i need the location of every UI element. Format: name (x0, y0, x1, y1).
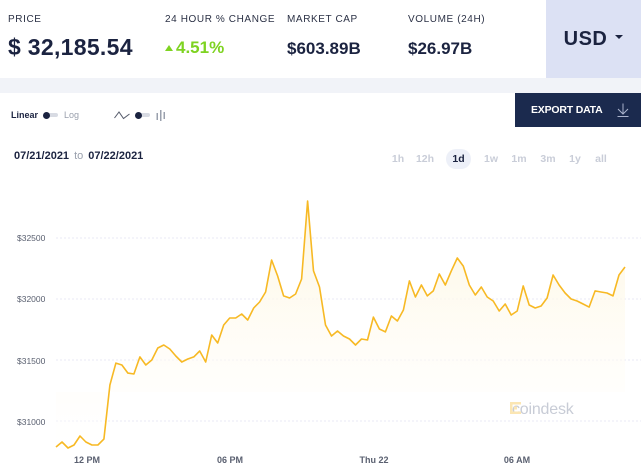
x-tick: Thu 22 (359, 455, 389, 465)
x-tick: 12 PM (73, 455, 101, 465)
toggle-knob (135, 111, 143, 119)
watermark-text: coindesk (512, 401, 574, 418)
period-3m[interactable]: 3m (540, 153, 556, 165)
toggle-knob (43, 111, 51, 119)
period-12h[interactable]: 12h (415, 153, 435, 165)
date-range: 07/21/2021 to 07/22/2021 (14, 150, 143, 162)
volume-label: VOLUME (24H) (408, 14, 486, 25)
price-chart[interactable]: $32500 $32000 $31500 $31000 12 PM 06 PM … (0, 180, 641, 472)
export-data-button[interactable]: EXPORT DATA (515, 93, 641, 127)
stats-bar: PRICE $ 32,185.54 24 HOUR % CHANGE 4.51%… (0, 0, 641, 78)
chart-controls: Linear Log (11, 109, 166, 121)
period-selector: 1h 12h 1d 1w 1m 3m 1y all (388, 148, 609, 170)
period-1w[interactable]: 1w (483, 153, 498, 165)
price-label: PRICE (8, 14, 42, 25)
y-tick: $32500 (17, 233, 46, 243)
period-1y[interactable]: 1y (569, 153, 581, 165)
linear-label[interactable]: Linear (11, 110, 39, 120)
market-cap-value: $603.89B (287, 39, 361, 58)
coindesk-watermark: coindesk (509, 401, 574, 419)
period-1m[interactable]: 1m (511, 153, 527, 165)
range-from[interactable]: 07/21/2021 (14, 150, 70, 162)
market-cap-label: MARKET CAP (287, 14, 358, 25)
change-value: 4.51% (176, 38, 225, 57)
period-1d[interactable]: 1d (446, 149, 471, 169)
volume-value: $26.97B (408, 39, 473, 58)
caret-down-icon (615, 35, 624, 39)
change-label: 24 HOUR % CHANGE (165, 14, 276, 25)
chart-type-toggle[interactable] (135, 111, 151, 119)
scale-toggle[interactable] (43, 111, 59, 119)
period-all[interactable]: all (595, 153, 607, 165)
y-tick: $31500 (17, 356, 46, 366)
log-label[interactable]: Log (64, 110, 80, 120)
range-to[interactable]: 07/22/2021 (88, 150, 144, 162)
chart-canvas[interactable] (0, 180, 641, 472)
price-value: $ 32,185.54 (8, 34, 133, 60)
currency-code: USD (563, 27, 608, 50)
coindesk-logo-icon (510, 402, 521, 414)
change-value-wrap: 4.51% (165, 38, 224, 58)
y-tick: $32000 (17, 294, 46, 304)
download-icon (617, 103, 628, 117)
range-to-label: to (74, 150, 84, 162)
arrow-up-icon (165, 45, 173, 51)
period-1h[interactable]: 1h (391, 153, 405, 165)
y-tick: $31000 (17, 417, 46, 427)
export-label: EXPORT DATA (531, 104, 603, 116)
x-tick: 06 AM (503, 455, 531, 465)
x-tick: 06 PM (216, 455, 244, 465)
divider-band (0, 78, 641, 93)
candlestick-icon[interactable] (156, 109, 166, 121)
currency-select[interactable]: USD (546, 0, 641, 78)
line-chart-icon[interactable] (114, 110, 130, 120)
